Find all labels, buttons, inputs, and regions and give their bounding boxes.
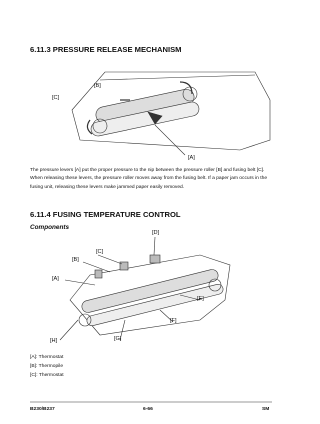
figure-label: [H] (50, 338, 58, 344)
section-heading: 6.11.4 FUSING TEMPERATURE CONTROL (30, 210, 181, 219)
figure-label: [B] (94, 83, 101, 89)
figure-label: [A] (52, 276, 59, 282)
figure-label: [E] (197, 296, 204, 302)
section-heading: 6.11.3 PRESSURE RELEASE MECHANISM (30, 45, 182, 54)
figure-label: [D] (152, 230, 160, 236)
figure-label: [C] (96, 249, 104, 255)
footer-left: B230/B237 (30, 407, 55, 412)
list-item: [B]: Thermopile (30, 364, 64, 369)
figure-label: [F] (170, 318, 177, 324)
figure-label: [A] (188, 155, 195, 161)
list-item: [A]: Thermostat (30, 355, 64, 360)
footer-right: SM (262, 407, 270, 412)
paragraph: The pressure levers [A] put the proper p… (30, 168, 268, 190)
figure-label: [G] (114, 336, 122, 342)
subheading: Components (30, 224, 70, 231)
page: {"section1":{"heading":"6.11.3 PRESSURE … (30, 45, 272, 412)
list-item: [C]: Thermostat (30, 373, 64, 378)
figure-2-drawing (59, 236, 231, 341)
figure-label: [B] (72, 257, 79, 263)
figure-1-drawing (71, 71, 271, 156)
footer-page: 6-66 (143, 407, 153, 412)
illustrations (30, 71, 272, 403)
figure-label: [C] (52, 95, 60, 101)
